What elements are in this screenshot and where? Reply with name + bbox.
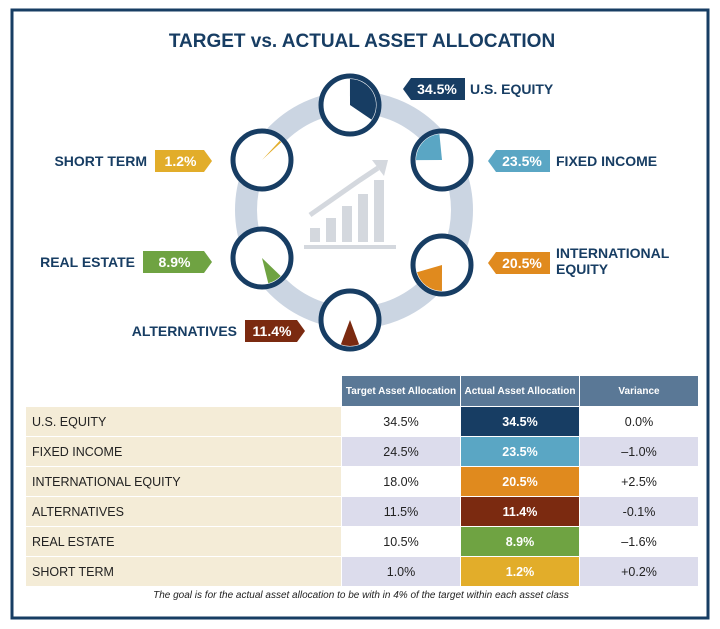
value-tag — [143, 251, 212, 273]
row-label: INTERNATIONAL EQUITY — [25, 466, 342, 497]
cell: 0.0% — [579, 406, 699, 437]
value-label: 8.9% — [158, 254, 191, 270]
cell: +2.5% — [579, 466, 699, 497]
table-row: FIXED INCOME 24.5% 23.5% –1.0% — [25, 436, 699, 467]
cell: 18.0% — [341, 466, 461, 497]
cell: 11.4% — [460, 496, 580, 527]
value-label: 20.5% — [502, 255, 542, 271]
frame — [10, 8, 710, 620]
value-tag — [155, 150, 212, 172]
cell: –1.6% — [579, 526, 699, 557]
cell: 11.5% — [341, 496, 461, 527]
footnote: The goal is for the actual asset allocat… — [153, 590, 569, 601]
value-label: 1.2% — [164, 153, 197, 169]
cell: –1.0% — [579, 436, 699, 467]
allocation-table: Target Asset Allocation Actual Asset Allo… — [25, 375, 699, 587]
icon — [304, 160, 396, 249]
gauge-wedge — [416, 134, 442, 161]
cell: 24.5% — [341, 436, 461, 467]
gauge-label: ALTERNATIVES — [131, 323, 237, 339]
column-header: Actual Asset Allocation — [460, 375, 580, 407]
column-header: Target Asset Allocation — [341, 375, 461, 407]
gauge-wedge — [349, 79, 377, 120]
gauge-label: REAL ESTATE — [40, 254, 135, 270]
value-tag — [488, 150, 550, 172]
gauge-wedge — [262, 258, 281, 284]
cell: 8.9% — [460, 526, 580, 557]
gauge-wedge — [417, 265, 442, 291]
cell: 34.5% — [341, 406, 461, 437]
table-row: INTERNATIONAL EQUITY 18.0% 20.5% +2.5% — [25, 466, 699, 497]
cell: 1.2% — [460, 556, 580, 587]
gauge-wedge — [340, 320, 360, 346]
column-header: Variance — [579, 375, 699, 407]
gauge-label: U.S. EQUITY — [470, 81, 554, 97]
row-label: REAL ESTATE — [25, 526, 342, 557]
table-row: SHORT TERM 1.0% 1.2% +0.2% — [25, 556, 699, 587]
cell: +0.2% — [579, 556, 699, 587]
cell: 34.5% — [460, 406, 580, 437]
gauge-wedge — [262, 140, 282, 160]
cell: -0.1% — [579, 496, 699, 527]
value-label: 23.5% — [502, 153, 542, 169]
gauge-label: INTERNATIONAL EQUITY — [556, 245, 670, 277]
header-row: Target Asset Allocation Actual Asset Allo… — [25, 375, 699, 407]
row-label: SHORT TERM — [25, 556, 342, 587]
value-tag — [403, 78, 465, 100]
table-row: U.S. EQUITY 34.5% 34.5% 0.0% — [25, 406, 699, 437]
table-row: REAL ESTATE 10.5% 8.9% –1.6% — [25, 526, 699, 557]
cell: 20.5% — [460, 466, 580, 497]
row-label: FIXED INCOME — [25, 436, 342, 467]
gauge-label: FIXED INCOME — [556, 153, 658, 169]
row-label: ALTERNATIVES — [25, 496, 342, 527]
title: TARGET vs. ACTUAL ASSET ALLOCATION — [169, 31, 555, 52]
value-tag — [245, 320, 305, 342]
value-label: 11.4% — [252, 323, 292, 339]
row-label: U.S. EQUITY — [25, 406, 342, 437]
table-row: ALTERNATIVES 11.5% 11.4% -0.1% — [25, 496, 699, 527]
header-blank — [25, 375, 342, 407]
cell: 23.5% — [460, 436, 580, 467]
cell: 1.0% — [341, 556, 461, 587]
value-label: 34.5% — [417, 81, 457, 97]
gauge-label: SHORT TERM — [54, 153, 147, 169]
cell: 10.5% — [341, 526, 461, 557]
value-tag — [488, 252, 550, 274]
